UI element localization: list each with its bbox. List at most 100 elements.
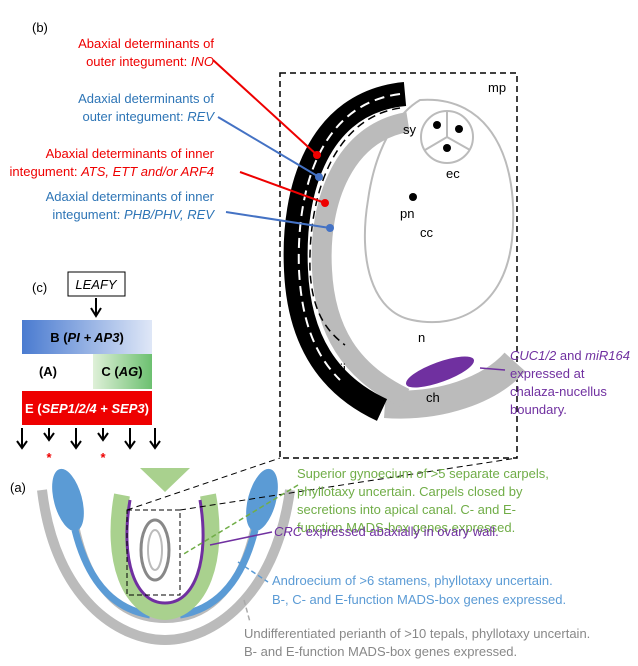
- determinant-label: Adaxial determinants of: [78, 91, 214, 106]
- asterisk-part: *: [100, 450, 106, 465]
- ovule-label-part: n: [418, 330, 425, 345]
- gynoecium-note: Superior gynoecium of >5 separate carpel…: [297, 466, 549, 481]
- gynoecium-note: phyllotaxy uncertain. Carpels closed by: [297, 484, 523, 499]
- determinant-label-part: INO: [191, 54, 214, 69]
- chalaza-note-part: miR164: [585, 348, 630, 363]
- crc-note-part: CRC: [274, 524, 303, 539]
- determinant-label-part: PHB/PHV, REV: [124, 207, 215, 222]
- determinant-label: integument: ATS, ETT and/or ARF4: [10, 164, 214, 179]
- e-label: E (SEP1/2/4 + SEP3): [25, 401, 149, 416]
- panel-label-part: (a): [10, 480, 26, 495]
- arrow: [17, 428, 27, 448]
- nucleus: [443, 144, 451, 152]
- c-label-part: C (: [101, 364, 119, 379]
- b-label: B (PI + AP3): [50, 330, 124, 345]
- gynoecium-note: secretions into apical canal. C- and E-: [297, 502, 516, 517]
- ovule-label: oi: [298, 368, 308, 383]
- e-label-part: E (: [25, 401, 42, 416]
- determinant-label-part: ATS, ETT and/or ARF4: [80, 164, 214, 179]
- androecium-note: B-, C- and E-function MADS-box genes exp…: [272, 592, 566, 607]
- perianth-note-part: Undifferentiated perianth of >10 tepals,…: [244, 626, 590, 641]
- ovule-label-part: ii: [340, 361, 346, 376]
- perianth-note-part: B- and E-function MADS-box genes express…: [244, 644, 517, 659]
- gynoecium-note-part: Superior gynoecium of >5 separate carpel…: [297, 466, 549, 481]
- c-label-part: ): [138, 364, 142, 379]
- ovule-label: ch: [426, 390, 440, 405]
- asterisk: *: [100, 450, 106, 465]
- asterisk-part: *: [46, 450, 52, 465]
- ovule-label-part: pn: [400, 206, 414, 221]
- ovule-label: ec: [446, 166, 460, 181]
- e-label-part: SEP1/2/4 + SEP3: [42, 401, 146, 416]
- ovule-label-part: sy: [403, 122, 417, 137]
- dot: [313, 151, 321, 159]
- c-label-part: AG: [118, 364, 139, 379]
- determinant-label: integument: PHB/PHV, REV: [52, 207, 215, 222]
- ovule-label-part: ec: [446, 166, 460, 181]
- panel-label: (b): [32, 20, 48, 35]
- determinant-label: outer integument: REV: [82, 109, 215, 124]
- determinant-label: Abaxial determinants of inner: [46, 146, 215, 161]
- determinant-label-part: Abaxial determinants of: [78, 36, 214, 51]
- determinant-label-part: outer integument:: [82, 109, 187, 124]
- figure: (b) (c) (a) Abaxial determinants of outer in…: [0, 0, 638, 661]
- pointer: [213, 60, 317, 155]
- b-label-part: PI + AP3: [68, 330, 121, 345]
- ovule-label-part: oi: [298, 368, 308, 383]
- arrow: [44, 428, 54, 440]
- chalaza-note: boundary.: [510, 402, 567, 417]
- ovule-label: cc: [420, 225, 434, 240]
- gynoecium-note-part: phyllotaxy uncertain. Carpels closed by: [297, 484, 523, 499]
- determinant-label: outer integument: INO: [86, 54, 214, 69]
- androecium-note-part: Androecium of >6 stamens, phyllotaxy unc…: [272, 573, 553, 588]
- androecium-note: Androecium of >6 stamens, phyllotaxy unc…: [272, 573, 553, 588]
- determinant-label: Abaxial determinants of: [78, 36, 214, 51]
- e-label-part: ): [145, 401, 149, 416]
- pointer: [218, 117, 319, 177]
- chalaza-note-part: boundary.: [510, 402, 567, 417]
- chalaza-note-part: CUC1/2: [510, 348, 557, 363]
- crc-note-part: expressed abaxially in ovary wall.: [302, 524, 499, 539]
- ovule-label: sy: [403, 122, 417, 137]
- ovule-label-part: ch: [426, 390, 440, 405]
- b-label-part: B (: [50, 330, 68, 345]
- perianth-note: Undifferentiated perianth of >10 tepals,…: [244, 626, 590, 641]
- asterisk: *: [46, 450, 52, 465]
- arrows: [17, 428, 160, 448]
- a-label-part: (A): [39, 364, 57, 379]
- determinant-label-part: outer integument:: [86, 54, 191, 69]
- arrow: [71, 428, 81, 448]
- carpel-tip: [140, 468, 190, 492]
- leafy-label: LEAFY: [75, 277, 118, 292]
- leafy-label-part: LEAFY: [75, 277, 118, 292]
- ovule-label: mp: [488, 80, 506, 95]
- ovule-label-part: cc: [420, 225, 434, 240]
- arrow: [98, 428, 108, 440]
- perianth-note: B- and E-function MADS-box genes express…: [244, 644, 517, 659]
- dot: [315, 173, 323, 181]
- dot: [321, 199, 329, 207]
- androecium-note-part: B-, C- and E-function MADS-box genes exp…: [272, 592, 566, 607]
- panel-label-part: (b): [32, 20, 48, 35]
- ovule-label: n: [418, 330, 425, 345]
- nucleus: [433, 121, 441, 129]
- chalaza-note: CUC1/2 and miR164: [510, 348, 630, 363]
- arrow: [125, 428, 135, 448]
- gynoecium: [119, 495, 212, 612]
- gynoecium-note-part: secretions into apical canal. C- and E-: [297, 502, 516, 517]
- a-label: (A): [39, 364, 57, 379]
- c-label: C (AG): [101, 364, 142, 379]
- dot: [326, 224, 334, 232]
- chalaza-note-part: chalaza-nucellus: [510, 384, 607, 399]
- panel-label: (c): [32, 280, 47, 295]
- ovule: [148, 530, 162, 570]
- arrow: [150, 428, 160, 448]
- ovule-label: pn: [400, 206, 414, 221]
- b-label-part: ): [119, 330, 123, 345]
- determinant-label-part: integument:: [52, 207, 124, 222]
- determinant-label: Adaxial determinants of inner: [46, 189, 215, 204]
- polar-nucleus: [409, 193, 417, 201]
- ovule-label-part: mp: [488, 80, 506, 95]
- determinant-label-part: REV: [187, 109, 215, 124]
- panel-label: (a): [10, 480, 26, 495]
